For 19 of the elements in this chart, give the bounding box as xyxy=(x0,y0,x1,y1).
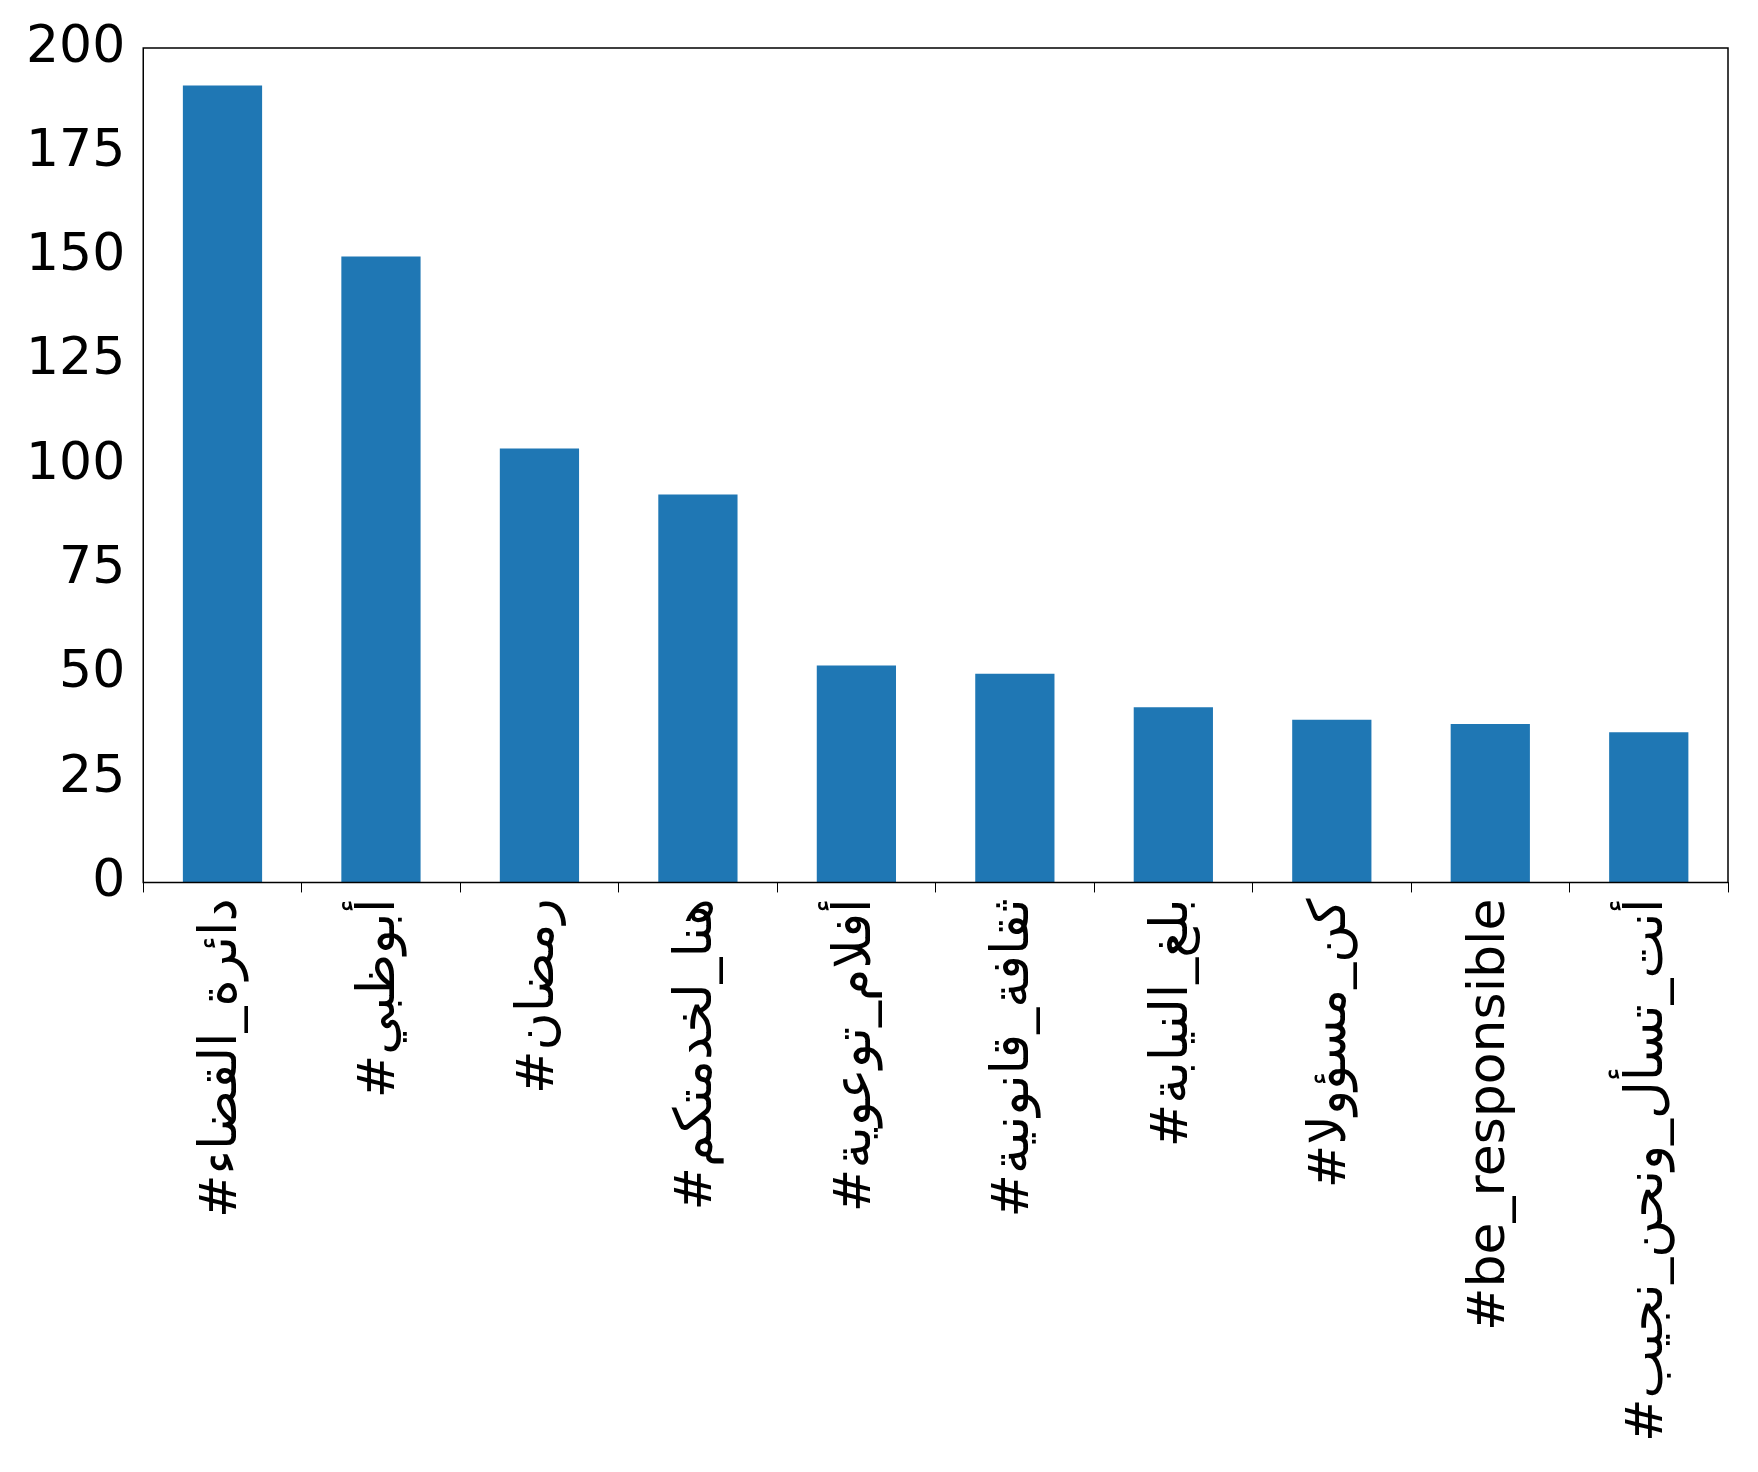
y-tick-label: 175 xyxy=(25,117,126,178)
x-tick-label: #هنا_لخدمتكم xyxy=(663,898,725,1211)
x-tick-label: #كن_مسؤولا xyxy=(1297,898,1359,1189)
y-tick-label: 125 xyxy=(25,326,126,387)
x-tick-label: #أفلام_توعوية xyxy=(817,898,883,1213)
x-tick-label: #أنت_تسأل_ونحن_نجيب xyxy=(1608,898,1676,1443)
x-tick-label: #أبوظبي xyxy=(342,898,408,1099)
x-tick-label: #ثقافة_قانونية xyxy=(980,898,1042,1218)
y-tick-label: 25 xyxy=(59,743,126,804)
y-tick-label: 100 xyxy=(25,430,126,491)
x-tick-label: #be_responsible xyxy=(1455,898,1516,1332)
y-tick-label: 50 xyxy=(59,639,126,700)
y-tick-label: 75 xyxy=(59,535,126,596)
y-tick-label: 150 xyxy=(25,222,126,283)
y-tick-label: 0 xyxy=(92,847,126,908)
x-tick-label: #دائرة_القضاء xyxy=(188,898,249,1219)
x-tick-label: #رمضان xyxy=(504,898,566,1095)
x-tick-label: #بلغ_النيابة xyxy=(1138,898,1200,1148)
y-tick-label: 200 xyxy=(25,13,126,74)
